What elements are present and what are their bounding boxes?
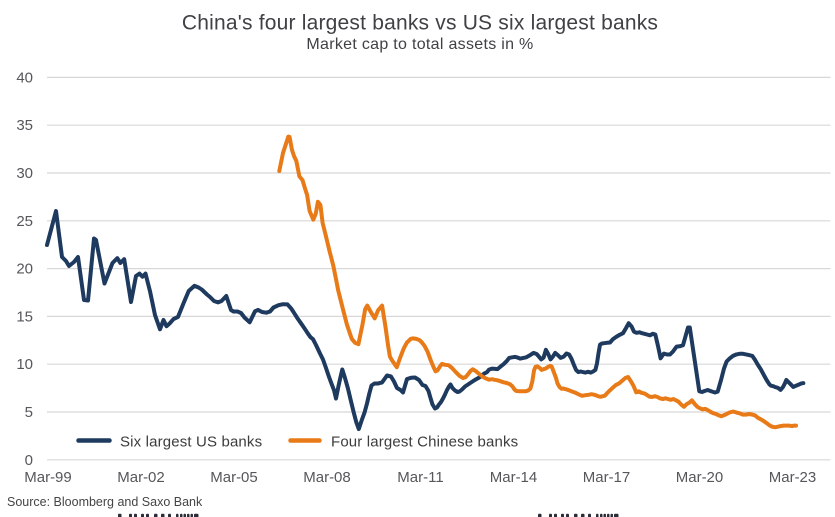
svg-text:10: 10 — [16, 356, 33, 373]
svg-text:Mar-14: Mar-14 — [490, 469, 538, 486]
svg-text:Four largest Chinese banks: Four largest Chinese banks — [331, 433, 518, 450]
svg-text:25: 25 — [16, 213, 33, 230]
svg-text:Market cap to total assets in: Market cap to total assets in % — [306, 36, 533, 53]
svg-text:0: 0 — [25, 452, 33, 469]
svg-text:Mar-17: Mar-17 — [583, 469, 631, 486]
svg-text:Mar-11: Mar-11 — [397, 469, 443, 486]
svg-text:Mar-02: Mar-02 — [117, 469, 165, 486]
svg-text:15: 15 — [16, 308, 33, 325]
svg-text:Six largest US banks: Six largest US banks — [120, 433, 262, 450]
svg-text:Mar-99: Mar-99 — [24, 469, 72, 486]
svg-text:China's four largest banks vs: China's four largest banks vs US six lar… — [182, 12, 658, 35]
svg-text:Source: Bloomberg and Saxo Ban: Source: Bloomberg and Saxo Bank — [7, 495, 203, 509]
svg-text:Mar-08: Mar-08 — [303, 469, 351, 486]
svg-text:40: 40 — [16, 69, 33, 86]
svg-text:30: 30 — [16, 165, 33, 182]
svg-text:Mar-20: Mar-20 — [676, 469, 724, 486]
svg-text:5: 5 — [25, 404, 33, 421]
svg-text:35: 35 — [16, 117, 33, 134]
svg-text:Mar-05: Mar-05 — [210, 469, 258, 486]
svg-text:20: 20 — [16, 261, 33, 278]
svg-text:Mar-23: Mar-23 — [769, 469, 817, 486]
